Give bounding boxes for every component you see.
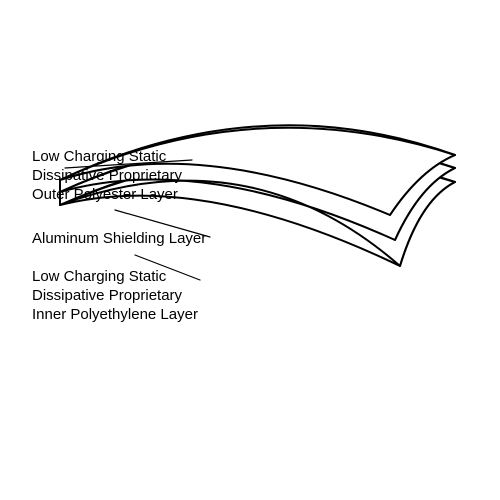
layer-label-bottom: Low Charging Static Dissipative Propriet… — [32, 268, 198, 324]
layer-label-top: Low Charging Static Dissipative Propriet… — [32, 148, 182, 204]
diagram-svg — [0, 0, 500, 500]
layer-label-middle: Aluminum Shielding Layer — [32, 230, 206, 249]
layer-diagram: Low Charging Static Dissipative Propriet… — [0, 0, 500, 500]
